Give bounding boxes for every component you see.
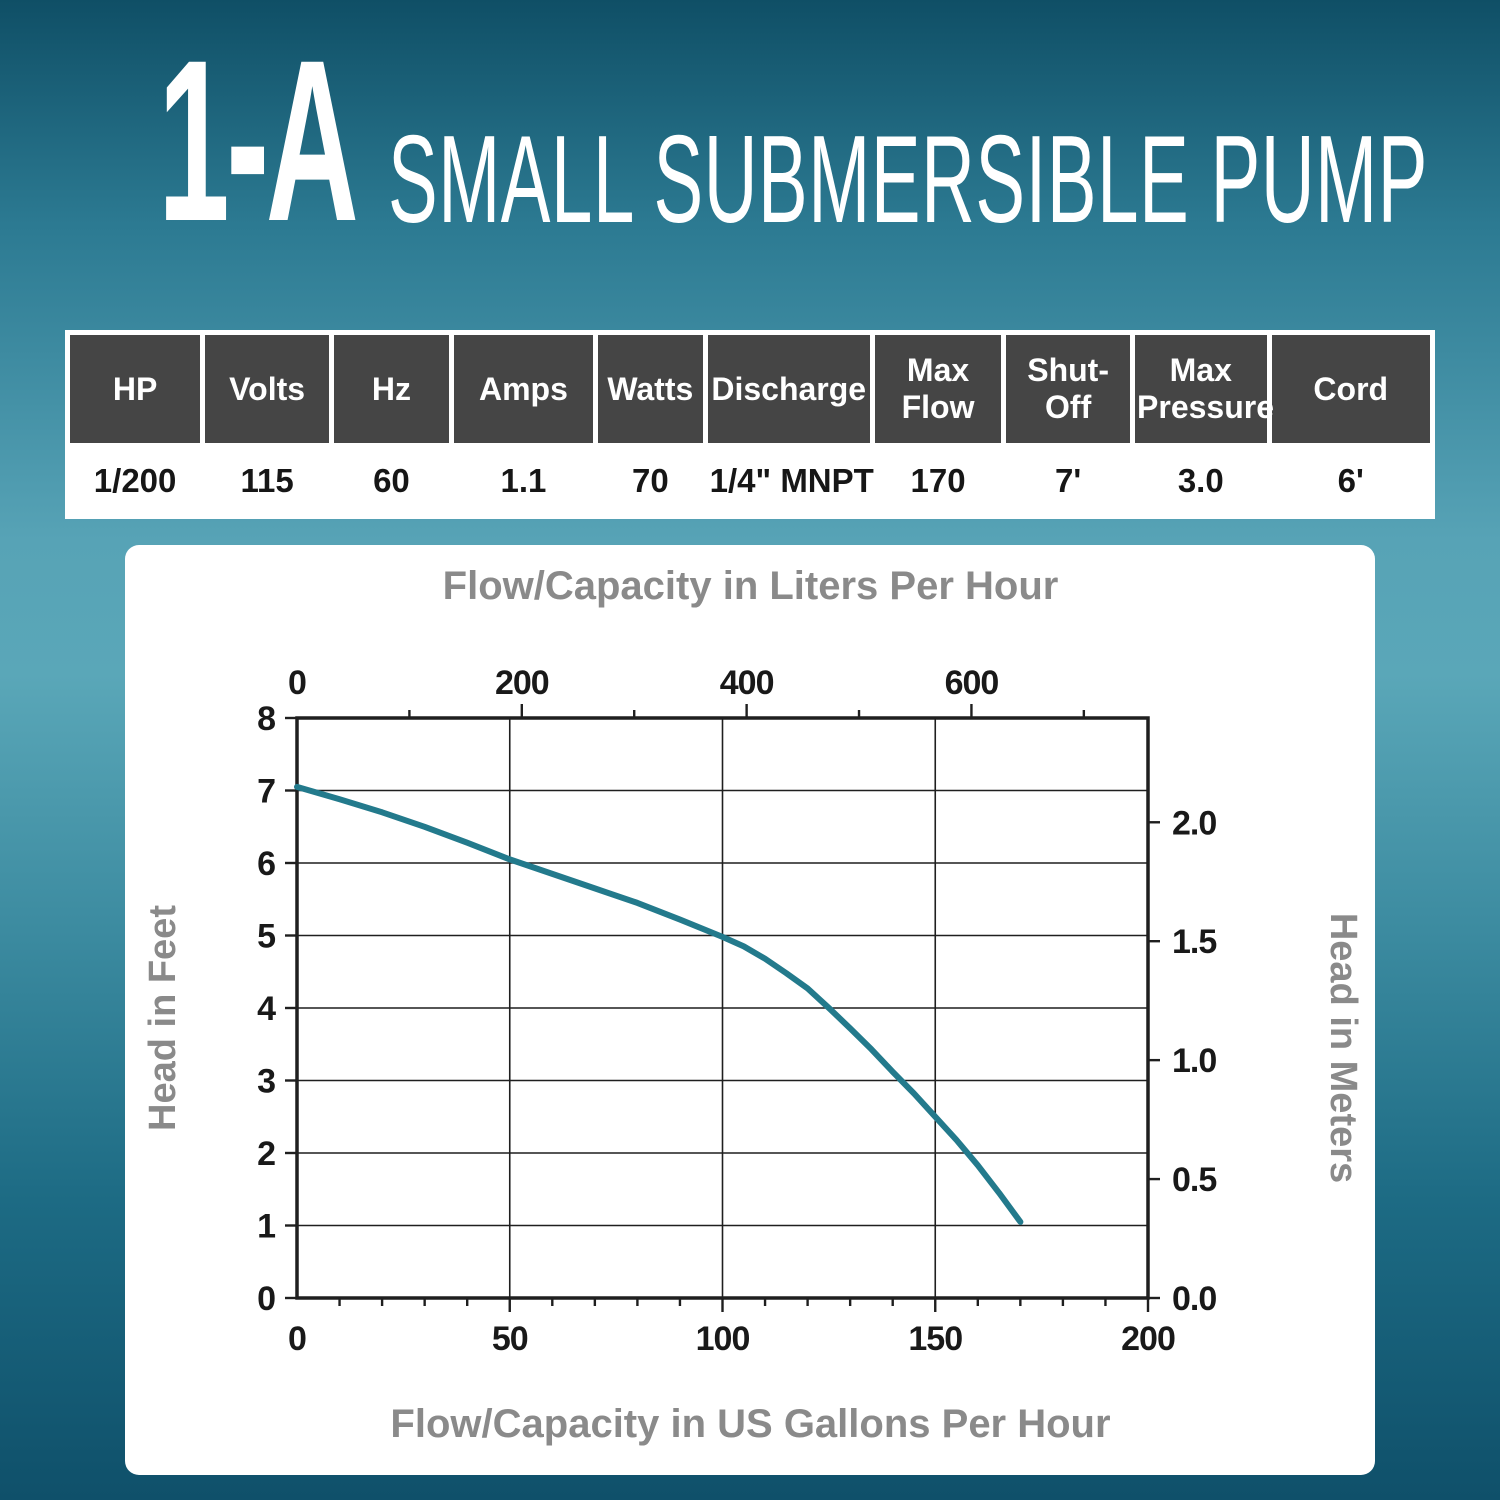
spec-table-header-row: HP Volts Hz Amps Watts Discharge Max Flow Shut-… <box>64 330 1436 448</box>
spec-header-volts: Volts <box>200 330 334 448</box>
left-axis-tick-label: 1 <box>257 1208 275 1246</box>
right-axis-tick-label: 1.0 <box>1172 1042 1216 1080</box>
left-axis-tick-label: 0 <box>257 1280 275 1318</box>
bottom-axis-tick-label: 50 <box>492 1320 528 1358</box>
spec-value-discharge: 1/4" MNPT <box>702 443 875 519</box>
left-axis-tick-label: 5 <box>257 918 275 956</box>
chart-title-top: Flow/Capacity in Liters Per Hour <box>443 564 1059 608</box>
right-axis-tick-label: 0.0 <box>1172 1280 1216 1318</box>
top-axis-tick-label: 400 <box>720 664 774 702</box>
spec-table-value-row: 1/200 115 60 1.1 70 1/4" MNPT 170 7' 3.0 6' <box>64 443 1436 519</box>
left-axis-tick-label: 4 <box>257 990 276 1028</box>
spec-value-hz: 60 <box>329 443 454 519</box>
product-name: SMALL SUBMERSIBLE PUMP <box>388 111 1428 249</box>
spec-header-watts: Watts <box>593 330 708 448</box>
bottom-axis-tick-label: 200 <box>1121 1320 1175 1358</box>
spec-value-hp: 1/200 <box>64 443 206 519</box>
spec-header-cord: Cord <box>1266 330 1436 448</box>
spec-value-max-flow: 170 <box>869 443 1007 519</box>
spec-header-hp: HP <box>64 330 206 448</box>
spec-value-cord: 6' <box>1266 443 1436 519</box>
left-axis-tick-label: 6 <box>257 845 275 883</box>
spec-value-max-pressure: 3.0 <box>1130 443 1272 519</box>
left-axis-tick-label: 8 <box>257 700 275 738</box>
spec-header-hz: Hz <box>329 330 454 448</box>
left-axis-tick-label: 2 <box>257 1135 275 1173</box>
right-axis-tick-label: 2.0 <box>1172 804 1216 842</box>
spec-header-max-flow: Max Flow <box>869 330 1007 448</box>
spec-header-amps: Amps <box>448 330 599 448</box>
y-axis-title-right: Head in Meters <box>1322 913 1364 1183</box>
bottom-axis-tick-label: 100 <box>696 1320 750 1358</box>
right-axis-tick-label: 1.5 <box>1172 923 1216 961</box>
header: 1-A SMALL SUBMERSIBLE PUMP <box>0 0 1500 300</box>
spec-header-max-pressure: Max Pressure <box>1130 330 1274 448</box>
spec-header-shut-off: Shut-Off <box>1001 330 1136 448</box>
spec-value-volts: 115 <box>200 443 334 519</box>
right-axis-tick-label: 0.5 <box>1172 1161 1216 1199</box>
pump-curve <box>294 783 1024 1225</box>
bottom-axis-tick-label: 0 <box>288 1320 306 1358</box>
spec-value-amps: 1.1 <box>448 443 599 519</box>
model-code: 1-A <box>158 12 359 269</box>
top-axis-tick-label: 0 <box>288 664 306 702</box>
spec-header-discharge: Discharge <box>702 330 875 448</box>
spec-table: HP Volts Hz Amps Watts Discharge Max Flow Shut-… <box>64 330 1436 519</box>
left-axis-tick-label: 3 <box>257 1063 275 1101</box>
spec-value-shut-off: 7' <box>1001 443 1136 519</box>
left-axis-tick-label: 7 <box>257 773 275 811</box>
top-axis-tick-label: 600 <box>945 664 999 702</box>
bottom-axis-tick-label: 150 <box>908 1320 962 1358</box>
pump-curve-chart: 0 200 400 600 0 50 100 150 200 0 1 2 3 4 5 6 7 8 0.0 0.5 1.0… <box>142 564 1364 1446</box>
chart-panel: 0 200 400 600 0 50 100 150 200 0 1 2 3 4 5 6 7 8 0.0 0.5 1.0… <box>125 545 1375 1475</box>
top-axis-tick-label: 200 <box>495 664 549 702</box>
y-axis-title-left: Head in Feet <box>142 905 184 1131</box>
chart-title-bottom: Flow/Capacity in US Gallons Per Hour <box>390 1402 1110 1446</box>
spec-value-watts: 70 <box>593 443 708 519</box>
